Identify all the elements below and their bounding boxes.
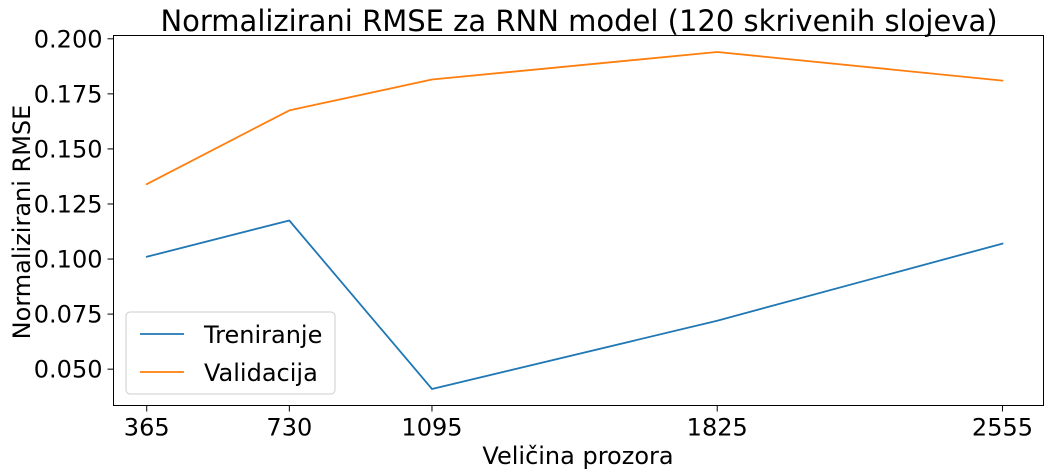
legend-box xyxy=(125,311,336,395)
plot-frame xyxy=(113,35,1044,406)
legend: Treniranje Validacija xyxy=(125,311,336,395)
y-tick-label: 0.050 xyxy=(34,356,103,384)
chart-title: Normalizirani RMSE za RNN model (120 skr… xyxy=(160,4,997,38)
y-tick-label: 0.125 xyxy=(34,190,103,218)
legend-entry: Validacija xyxy=(204,359,318,387)
x-tick-label: 365 xyxy=(124,414,170,442)
series-line-validacija xyxy=(145,51,1004,186)
x-tick-label: 1095 xyxy=(401,414,462,442)
y-tick-label: 0.200 xyxy=(34,25,103,53)
x-tick-label: 2555 xyxy=(972,414,1033,442)
y-tick-label: 0.150 xyxy=(34,135,103,163)
x-tick-label: 1825 xyxy=(687,414,748,442)
plot-series xyxy=(145,51,1004,390)
y-tick-label: 0.075 xyxy=(34,301,103,329)
y-axis-label: Normalizirani RMSE xyxy=(8,105,36,340)
y-tick-label: 0.100 xyxy=(34,246,103,274)
legend-entry: Treniranje xyxy=(203,321,322,349)
x-tick-label: 730 xyxy=(266,414,312,442)
x-axis-label: Veličina prozora xyxy=(482,442,673,470)
y-tick-label: 0.175 xyxy=(34,80,103,108)
series-line-treniranje xyxy=(145,219,1004,390)
y-axis: 0.050 0.075 0.100 0.125 0.150 0.175 0.200 xyxy=(34,25,114,384)
x-axis: 365 730 1095 1825 2555 xyxy=(124,405,1033,442)
